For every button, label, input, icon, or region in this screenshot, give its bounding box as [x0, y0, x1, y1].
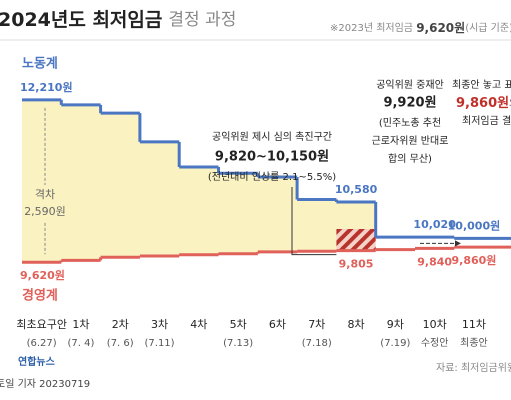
annotation: (전년대비 인상률 2.1~5.5%)	[208, 171, 336, 183]
x-tick-sublabel: 수정안	[421, 337, 449, 349]
x-tick-label: 9차	[387, 318, 404, 331]
annotation-value: 9,860원으로	[456, 96, 511, 111]
x-tick-label: 1차	[72, 318, 89, 331]
subtitle: 결정 과정	[168, 10, 236, 30]
x-tick-label: 3차	[151, 318, 168, 331]
value-label: 12,210원	[20, 80, 73, 94]
annotation: 최종안 놓고 표결	[452, 79, 511, 91]
x-tick-sublabel: (7. 4)	[68, 338, 95, 349]
annotation: 합의 무산)	[388, 153, 432, 165]
annotation: 근로자위원 반대로	[372, 134, 449, 147]
promotion-range	[336, 229, 376, 250]
annotation: 공익위원 제시 심의 촉진구간	[212, 130, 332, 143]
gap-label: 격차	[35, 188, 55, 201]
x-tick-sublabel: (7.19)	[380, 338, 410, 349]
x-tick-label: 8차	[347, 318, 364, 331]
x-tick-sublabel: 최종안	[460, 337, 488, 349]
final-value: 9,860원	[456, 96, 509, 111]
leader	[291, 187, 337, 256]
x-tick-sublabel: (6.27)	[27, 338, 57, 349]
x-tick-label: 5차	[230, 318, 247, 331]
x-tick-sublabel: (7.18)	[302, 338, 332, 349]
legend-label: 경영계	[22, 288, 58, 304]
x-tick-label: 6차	[269, 318, 286, 331]
chart-title: 2024년도 최저임금 결정 과정	[0, 9, 236, 31]
value-label: 9,840	[417, 255, 452, 268]
legend-label: 노동계	[22, 57, 58, 72]
x-tick-label: 4차	[190, 318, 207, 331]
x-tick-label: 2차	[112, 318, 129, 331]
value-label: 10,020	[413, 218, 456, 231]
x-tick-sublabel: (7. 6)	[107, 338, 134, 349]
annotation: 최저임금 결정	[462, 114, 511, 127]
note-prefix: ※2023년 최저임금	[330, 21, 416, 34]
annotation-value: 9,820~10,150원	[215, 150, 329, 165]
note-suffix: (시급 기준)	[465, 22, 511, 34]
final-suffix: 으로	[509, 98, 511, 109]
note-value: 9,620원	[416, 21, 465, 35]
logo: 연합뉴스	[18, 355, 55, 368]
annotation: (민주노총 추천	[379, 117, 441, 129]
x-tick-label: 11차	[462, 318, 486, 331]
value-label: 10,000원	[448, 218, 501, 232]
value-label: 9,805	[339, 258, 374, 271]
credit: 토일 기자 20230719	[0, 378, 90, 390]
x-tick-sublabel: (7.11)	[145, 338, 175, 349]
gap-area	[22, 99, 376, 263]
arrow-head	[455, 240, 461, 247]
x-tick-label: 10차	[423, 318, 447, 331]
value-label: 9,860원	[451, 253, 496, 267]
value-label: 9,620원	[20, 268, 65, 282]
gap-bg	[22, 185, 68, 221]
note: ※2023년 최저임금 9,620원(시급 기준)	[330, 21, 511, 35]
title: 2024년도 최저임금	[0, 9, 162, 31]
source: 자료: 최저임금위원회	[436, 361, 511, 374]
x-tick-sublabel: (7.13)	[223, 338, 253, 349]
annotation: 공익위원 중재안	[376, 78, 444, 91]
annotation-value: 9,920원	[383, 96, 436, 111]
x-tick-label: 7차	[308, 318, 325, 331]
step-riser	[59, 247, 456, 263]
gap-value: 2,590원	[24, 205, 66, 218]
value-label: 10,580	[335, 183, 378, 196]
x-tick-label: 최초요구안	[16, 318, 67, 331]
